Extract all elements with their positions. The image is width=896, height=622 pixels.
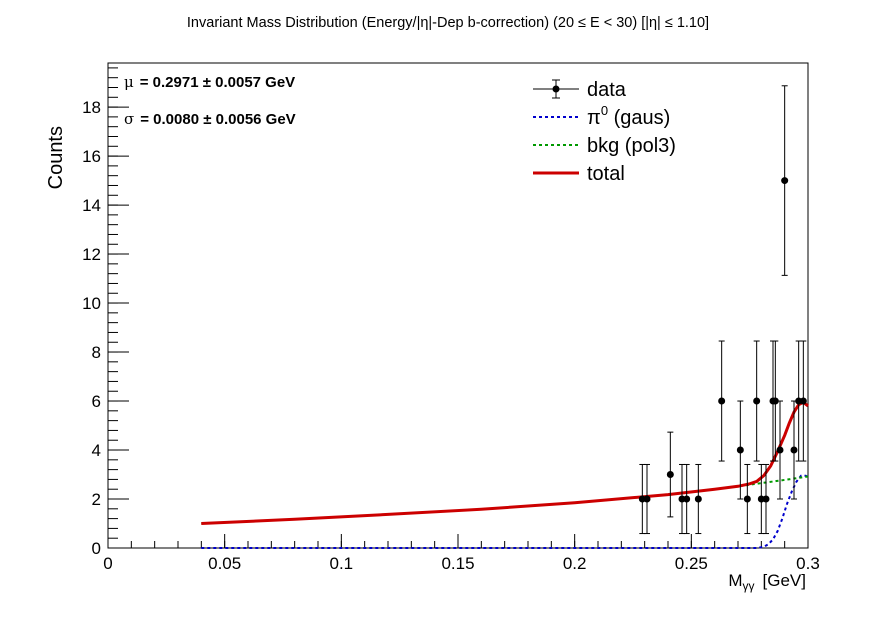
legend-label-3: total bbox=[587, 163, 625, 185]
data-point bbox=[743, 495, 751, 503]
fit-sigma-text: σ = 0.0080 ± 0.0056 GeV bbox=[124, 110, 296, 128]
legend-label-text: bkg (pol3) bbox=[587, 135, 676, 157]
data-point bbox=[790, 446, 798, 454]
legend-label-text: π bbox=[587, 107, 601, 129]
x-tick-label: 0.1 bbox=[330, 554, 354, 573]
x-axis-label-sub: γγ bbox=[743, 579, 755, 593]
plot-frame bbox=[107, 62, 809, 549]
legend-label-text: total bbox=[587, 163, 625, 185]
sigma-symbol: σ bbox=[124, 110, 134, 128]
y-tick-label: 12 bbox=[82, 245, 101, 264]
chart-title: Invariant Mass Distribution (Energy/|η|-… bbox=[187, 15, 709, 31]
data-point bbox=[771, 397, 779, 405]
x-tick-label: 0.3 bbox=[796, 554, 820, 573]
y-tick-label: 0 bbox=[92, 539, 101, 558]
fit-mu-text: μ = 0.2971 ± 0.0057 GeV bbox=[124, 73, 295, 91]
fit-curves bbox=[201, 400, 809, 549]
x-tick-label: 0.15 bbox=[441, 554, 474, 573]
y-tick-label: 10 bbox=[82, 294, 101, 313]
y-tick-label: 2 bbox=[92, 490, 101, 509]
data-point bbox=[666, 471, 674, 479]
x-tick-label: 0 bbox=[103, 554, 112, 573]
y-tick-label: 16 bbox=[82, 147, 101, 166]
data-point bbox=[776, 446, 784, 454]
legend-label-sup: 0 bbox=[601, 103, 608, 118]
series-line-3 bbox=[201, 400, 809, 525]
legend-label-text: data bbox=[587, 79, 627, 101]
series-line-1 bbox=[201, 474, 809, 549]
data-point bbox=[753, 397, 761, 405]
y-tick-label: 14 bbox=[82, 196, 101, 215]
x-tick-label: 0.25 bbox=[675, 554, 708, 573]
x-axis-ticks: 0 0.05 0.1 0.15 0.2 0.25 0.3 bbox=[103, 534, 820, 573]
data-point bbox=[718, 397, 726, 405]
y-tick-label: 4 bbox=[92, 441, 101, 460]
data-point bbox=[694, 495, 702, 503]
data-point bbox=[781, 177, 789, 185]
y-tick-label: 6 bbox=[92, 392, 101, 411]
legend-label-1: π0 (gaus) bbox=[587, 103, 670, 129]
legend-label-0: data bbox=[587, 79, 627, 101]
x-tick-label: 0.05 bbox=[208, 554, 241, 573]
mu-value: = 0.2971 ± 0.0057 GeV bbox=[140, 74, 295, 91]
data-point bbox=[762, 495, 770, 503]
series-line-2 bbox=[201, 475, 809, 525]
legend-label-2: bkg (pol3) bbox=[587, 135, 676, 157]
x-axis-label: Mγγ [GeV] bbox=[728, 571, 806, 593]
y-axis-label: Counts bbox=[45, 126, 67, 189]
y-tick-label: 18 bbox=[82, 98, 101, 117]
x-tick-label: 0.2 bbox=[563, 554, 587, 573]
data-point bbox=[683, 495, 691, 503]
legend-swatch-data-marker bbox=[552, 85, 560, 93]
data-point bbox=[643, 495, 651, 503]
x-axis-label-unit: [GeV] bbox=[763, 571, 806, 590]
sigma-value: = 0.0080 ± 0.0056 GeV bbox=[140, 111, 295, 128]
data-point bbox=[736, 446, 744, 454]
mu-symbol: μ bbox=[124, 73, 134, 91]
legend-label-suffix: (gaus) bbox=[608, 107, 670, 129]
y-tick-label: 8 bbox=[92, 343, 101, 362]
y-axis-ticks: 0 2 4 6 8 10 12 14 16 18 bbox=[82, 67, 129, 558]
x-axis-label-main: M bbox=[728, 571, 742, 590]
data-points bbox=[638, 85, 807, 535]
data-point bbox=[799, 397, 807, 405]
